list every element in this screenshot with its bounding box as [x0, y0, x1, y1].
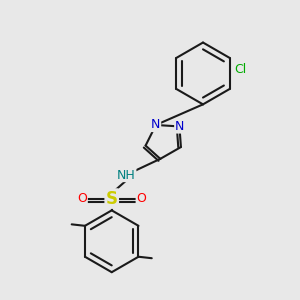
Text: Cl: Cl — [234, 63, 246, 76]
Text: NH: NH — [117, 169, 136, 182]
Text: S: S — [106, 190, 118, 208]
Text: N: N — [151, 118, 160, 131]
Text: N: N — [175, 120, 184, 133]
Text: O: O — [77, 192, 87, 205]
Text: O: O — [136, 192, 146, 205]
